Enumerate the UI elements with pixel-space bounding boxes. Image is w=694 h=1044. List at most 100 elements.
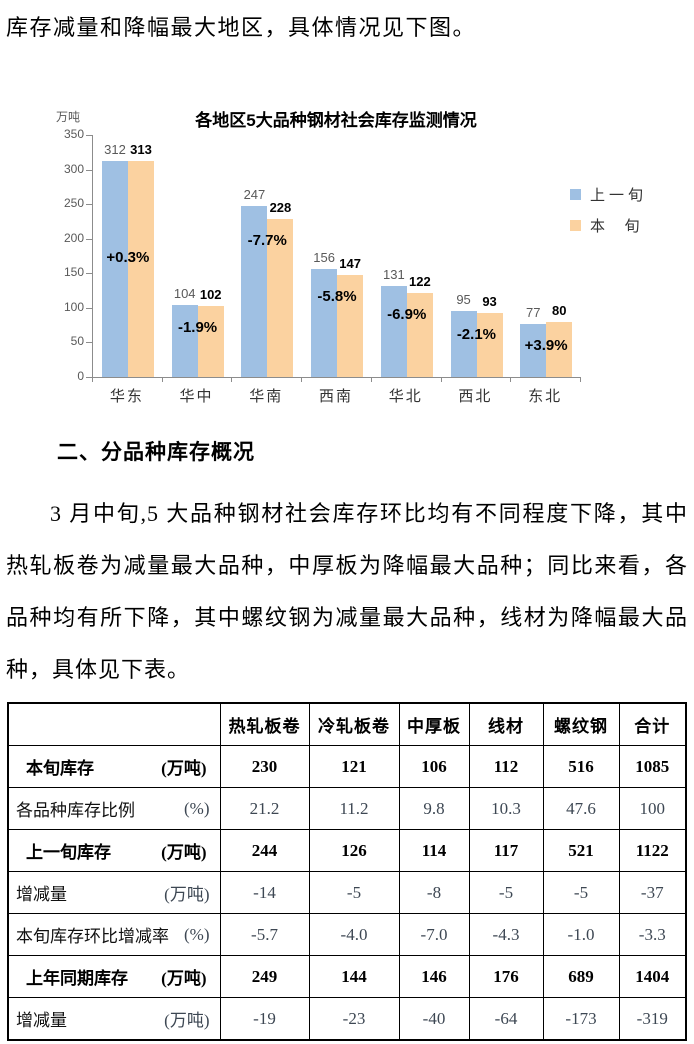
row-label-wrap: 本旬库存环比增减率 (%) — [9, 922, 219, 947]
row-label-wrap: 上一旬库存 (万吨) — [9, 838, 219, 863]
row-label: 本旬库存 — [26, 759, 94, 778]
x-axis-category-label: 华东 — [109, 389, 144, 405]
bar-current-period — [476, 312, 503, 377]
bar-group: 131 122 -6.9% — [372, 135, 442, 377]
value-cell: 1404 — [618, 955, 687, 998]
bar-value-curr: 93 — [482, 293, 497, 309]
bar-value-curr: 147 — [339, 256, 361, 272]
y-tick-label: 200 — [63, 230, 84, 245]
bar-group: 104 102 -1.9% — [163, 135, 233, 377]
legend-label: 上一旬 — [590, 188, 648, 204]
table-row: 增减量 (万吨) -14 -5 -8 -5 -5 -37 — [7, 871, 687, 914]
bar-prev-period — [241, 206, 268, 377]
column-header: 合计 — [618, 702, 687, 746]
bar-current-period — [406, 292, 433, 377]
value-cell: -5 — [308, 871, 400, 914]
row-unit: (万吨) — [161, 843, 207, 862]
bar-prev-period — [102, 161, 128, 377]
inventory-bar-chart: 万吨 各地区5大品种钢材社会库存监测情况 312 313 +0.3% 104 102 -1… — [0, 102, 694, 432]
row-unit: (万吨) — [161, 969, 207, 988]
change-percent-label: +0.3% — [106, 249, 150, 267]
bar-value-curr: 102 — [199, 287, 222, 303]
row-label-wrap: 上年同期库存 (万吨) — [9, 964, 219, 989]
value-cell: 9.8 — [398, 787, 470, 830]
bar-current-period — [337, 275, 364, 377]
value-cell: 117 — [468, 829, 544, 872]
value-cell: 1122 — [618, 829, 687, 872]
row-label-cell: 上年同期库存 (万吨) — [7, 955, 221, 998]
x-axis-category-label: 华南 — [249, 389, 284, 405]
x-tick-mark — [580, 377, 581, 382]
legend-item: 本 旬 — [570, 215, 647, 236]
value-cell: -14 — [219, 871, 310, 914]
row-label-cell: 增减量 (万吨) — [7, 997, 221, 1041]
x-tick-mark — [92, 377, 93, 382]
bar-current-period — [267, 219, 294, 377]
value-cell: -5 — [468, 871, 544, 914]
value-cell: 10.3 — [468, 787, 544, 830]
table-row: 各品种库存比例 (%) 21.2 11.2 9.8 10.3 47.6 100 — [7, 787, 687, 830]
bar-value-prev: 131 — [382, 267, 405, 283]
inventory-table: 热轧板卷 冷轧板卷 中厚板 线材 螺纹钢 合计 本旬库存 (万吨) 230 121 106 112 5… — [7, 702, 687, 1041]
change-percent-label: -6.9% — [387, 305, 427, 323]
column-header — [7, 702, 221, 746]
bar-group: 247 228 -7.7% — [232, 135, 302, 377]
value-cell: -40 — [398, 997, 470, 1041]
value-cell: -5 — [542, 871, 620, 914]
column-header: 冷轧板卷 — [308, 702, 400, 746]
column-header: 线材 — [468, 702, 544, 746]
value-cell: 146 — [398, 955, 470, 998]
bar-current-period — [197, 306, 224, 377]
x-tick-mark — [440, 377, 442, 382]
bar-current-period — [546, 321, 573, 377]
x-tick-mark — [231, 377, 233, 382]
y-tick-label: 350 — [63, 127, 84, 141]
row-label: 增减量 — [16, 1011, 67, 1030]
bar-prev-period — [520, 323, 547, 377]
bar-value-curr: 80 — [552, 302, 567, 318]
y-tick-mark — [86, 238, 92, 240]
change-percent-label: -2.1% — [456, 325, 496, 343]
value-cell: 100 — [618, 787, 687, 830]
y-tick-mark — [86, 342, 92, 344]
y-tick-mark — [86, 307, 92, 309]
value-cell: -37 — [618, 871, 687, 914]
row-label: 增减量 — [16, 885, 67, 904]
body-paragraph: 3 月中旬,5 大品种钢材社会库存环比均有不同程度下降，其中热轧板卷为减量最大品… — [6, 501, 688, 682]
x-axis-labels: 华东 华中 华南 西南 华北 西北 东北 — [92, 385, 580, 409]
y-tick-mark — [86, 204, 92, 206]
row-unit: (%) — [184, 924, 210, 944]
y-tick-label: 300 — [63, 161, 84, 176]
value-cell: 106 — [398, 745, 470, 788]
row-unit: (万吨) — [164, 885, 210, 904]
bar-group: 77 80 +3.9% — [511, 135, 581, 377]
table-header-row: 热轧板卷 冷轧板卷 中厚板 线材 螺纹钢 合计 — [7, 702, 687, 746]
column-header: 热轧板卷 — [219, 702, 310, 746]
bar-group: 312 313 +0.3% — [93, 135, 163, 377]
bar-value-prev: 312 — [104, 142, 126, 158]
change-percent-label: +3.9% — [524, 336, 568, 354]
value-cell: -1.0 — [542, 913, 620, 956]
x-tick-mark — [370, 377, 372, 382]
row-label-wrap: 本旬库存 (万吨) — [9, 754, 219, 779]
x-tick-mark — [161, 377, 163, 382]
plot-area: 312 313 +0.3% 104 102 -1.9% 247 228 -7.7% 156 147 -… — [92, 135, 581, 378]
value-cell: 516 — [542, 745, 620, 788]
column-header: 螺纹钢 — [542, 702, 620, 746]
table-row: 本旬库存环比增减率 (%) -5.7 -4.0 -7.0 -4.3 -1.0 -3.3 — [7, 913, 687, 956]
value-cell: 126 — [308, 829, 400, 872]
change-percent-label: -1.9% — [177, 319, 218, 337]
x-axis-category-label: 西北 — [458, 389, 493, 405]
bar-group: 95 93 -2.1% — [442, 135, 512, 377]
row-label: 本旬库存环比增减率 — [16, 927, 169, 946]
value-cell: -4.0 — [308, 913, 400, 956]
y-tick-label: 50 — [70, 334, 84, 349]
value-cell: -19 — [219, 997, 310, 1041]
bar-value-prev: 156 — [313, 250, 335, 266]
value-cell: -23 — [308, 997, 400, 1041]
column-header: 中厚板 — [398, 702, 470, 746]
row-label-cell: 各品种库存比例 (%) — [7, 787, 221, 830]
row-label-wrap: 增减量 (万吨) — [9, 1006, 219, 1031]
value-cell: 144 — [308, 955, 400, 998]
row-label-cell: 本旬库存环比增减率 (%) — [7, 913, 221, 956]
